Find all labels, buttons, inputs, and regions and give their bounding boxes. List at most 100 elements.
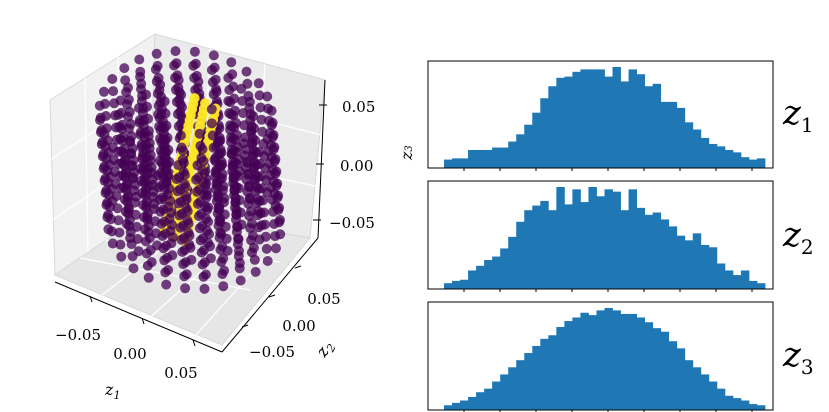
scatter-point-purple — [223, 72, 234, 83]
scatter-point-purple — [194, 128, 205, 139]
z-tick-label-2: −0.05 — [329, 214, 375, 232]
scatter-point-purple — [152, 170, 163, 181]
histogram-bar — [476, 392, 485, 410]
scatter-point-purple — [241, 66, 252, 77]
histogram-bar — [556, 187, 565, 289]
histogram-bar — [716, 263, 726, 289]
scatter-point-purple — [231, 226, 242, 237]
histogram-bar — [620, 210, 629, 289]
histogram-bar — [564, 76, 573, 168]
scatter-point-purple — [246, 206, 257, 217]
histogram-bar — [548, 210, 557, 289]
y-tick-label-1: 0.00 — [282, 317, 315, 335]
histogram-bar — [668, 226, 678, 289]
scatter-point-purple — [135, 163, 146, 174]
histogram-bar — [732, 152, 742, 168]
histogram-bar — [476, 265, 485, 289]
scatter-point-purple — [125, 119, 136, 129]
scatter-point-purple — [107, 142, 118, 153]
scatter-point-purple — [235, 275, 246, 286]
scatter-point-purple — [107, 74, 118, 84]
scatter-point-purple — [250, 266, 261, 277]
histogram-bar — [708, 247, 718, 289]
histogram-bar — [652, 328, 662, 410]
histogram-bar — [740, 157, 750, 168]
histogram-bar — [516, 360, 525, 410]
scatter-point-purple — [262, 256, 273, 266]
histogram-bar — [692, 367, 702, 410]
scatter-point-purple — [124, 214, 135, 225]
histogram-bar — [460, 400, 469, 410]
histogram-bar — [644, 86, 654, 168]
scatter-point-purple — [108, 154, 119, 165]
scatter-point-purple — [170, 46, 181, 57]
histogram-bar — [444, 283, 453, 289]
scatter-point-purple — [159, 96, 170, 107]
scatter-point-purple — [195, 235, 206, 246]
scatter-point-purple — [115, 239, 126, 250]
histogram-bar — [756, 158, 766, 168]
scatter-point-purple — [111, 191, 122, 202]
scatter-point-purple — [254, 146, 265, 157]
histogram-bar — [636, 207, 646, 289]
scatter-point-purple — [119, 63, 130, 74]
histogram-bar — [636, 317, 646, 410]
scatter-point-purple — [143, 131, 154, 142]
histogram-bar — [516, 134, 525, 168]
scatter-point-purple — [175, 222, 186, 233]
scatter-point-purple — [229, 190, 240, 201]
histogram-bar — [492, 256, 501, 289]
scatter-point-purple — [139, 212, 149, 223]
scatter-point-purple — [259, 207, 269, 218]
histogram-bar — [692, 129, 702, 168]
y-ticks — [241, 265, 302, 328]
histogram-bar — [468, 270, 477, 289]
scatter-point-purple — [176, 89, 187, 100]
scatter-point-purple — [263, 146, 274, 157]
z-axis-line — [317, 79, 326, 239]
scatter-point-purple — [128, 263, 139, 274]
scatter-point-purple — [191, 174, 202, 185]
scatter-point-purple — [247, 230, 258, 241]
scatter-point-purple — [257, 126, 268, 137]
scatter-point-purple — [246, 125, 257, 136]
scatter-point-purple — [226, 57, 237, 68]
scatter-point-purple — [155, 206, 166, 217]
histogram-z3 — [427, 301, 774, 412]
x-axis-line — [54, 281, 223, 353]
scatter-point-purple — [151, 48, 162, 59]
scatter-point-purple — [188, 60, 199, 71]
scatter-point-purple — [207, 130, 218, 141]
histogram-bar — [556, 77, 565, 168]
histogram-bar — [748, 280, 758, 289]
histogram-bar — [684, 240, 694, 289]
scatter-point-purple — [136, 175, 147, 186]
scatter-point-purple — [173, 160, 184, 171]
scatter-point-purple — [211, 84, 221, 95]
scatter-point-purple — [122, 190, 133, 201]
scatter-point-purple — [125, 227, 136, 237]
scatter-point-purple — [244, 96, 255, 107]
scatter-point-purple — [194, 223, 205, 234]
scatter-point-purple — [127, 251, 138, 262]
scatter-point-purple — [143, 272, 154, 283]
scatter-point-purple — [95, 115, 105, 126]
scatter-point-purple — [228, 178, 239, 189]
scatter-point-purple — [264, 158, 275, 169]
histogram-bar — [604, 189, 613, 289]
scatter-point-purple — [259, 219, 270, 230]
histogram-bar — [484, 388, 493, 410]
scatter-point-purple — [242, 157, 253, 168]
histogram-bar — [652, 212, 662, 289]
scatter-point-purple — [192, 199, 203, 209]
scatter-point-purple — [266, 105, 277, 116]
histogram-bar — [452, 280, 461, 289]
y-axis-label: z2 — [311, 337, 338, 362]
histogram-bar — [508, 236, 517, 289]
histogram-bar — [620, 313, 629, 410]
histogram-bar — [452, 158, 461, 168]
scatter-point-purple — [141, 89, 152, 100]
scatter-point-purple — [101, 153, 112, 164]
histogram-z1 — [427, 60, 774, 171]
scatter-point-purple — [156, 218, 167, 229]
